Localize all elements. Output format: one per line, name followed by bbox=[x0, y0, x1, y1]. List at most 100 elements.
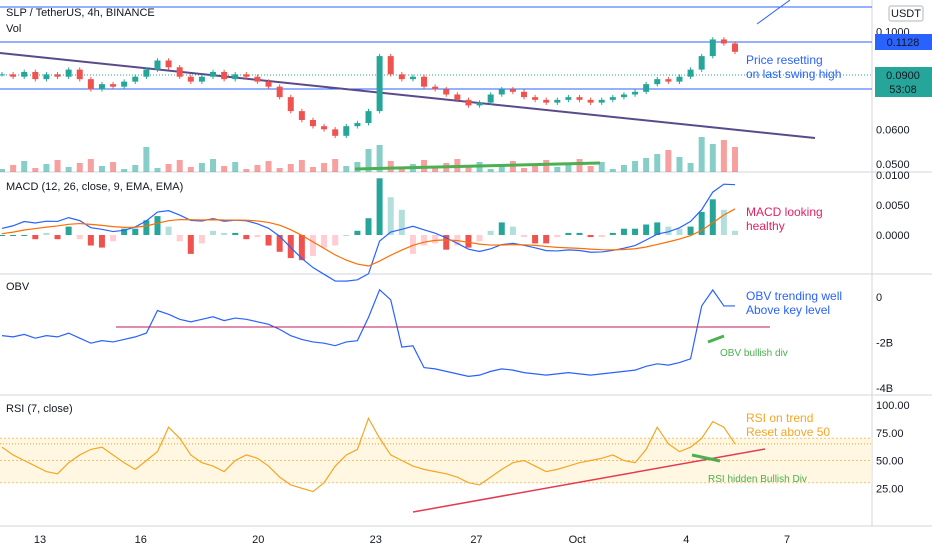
rsi-title: RSI (7, close) bbox=[6, 403, 73, 415]
candle bbox=[10, 74, 17, 77]
volume-bar bbox=[609, 169, 616, 172]
candle bbox=[665, 79, 672, 82]
volume-bar bbox=[398, 168, 405, 172]
volume-bar bbox=[598, 162, 605, 172]
volume-bar bbox=[298, 160, 305, 172]
volume-bar bbox=[110, 162, 117, 172]
volume-bar bbox=[276, 168, 283, 172]
macd-histogram-bar bbox=[265, 235, 272, 246]
macd-histogram-bar bbox=[121, 228, 128, 235]
macd-histogram-bar bbox=[365, 218, 372, 235]
signal-line bbox=[1, 208, 736, 267]
candle bbox=[254, 76, 261, 82]
macd-histogram-bar bbox=[54, 235, 61, 240]
macd-histogram-bar bbox=[32, 235, 39, 240]
macd-histogram-bar bbox=[487, 230, 494, 235]
current-price-badge bbox=[875, 67, 932, 97]
volume-bar bbox=[198, 163, 205, 172]
volume-bar bbox=[98, 166, 105, 172]
volume-bar bbox=[365, 149, 372, 172]
candle bbox=[409, 76, 416, 80]
descending-trendline bbox=[0, 52, 816, 139]
macd-histogram-bar bbox=[643, 224, 650, 235]
macd-histogram-bar bbox=[176, 235, 183, 242]
candle bbox=[365, 111, 372, 124]
bar-countdown: 53:08 bbox=[889, 84, 917, 96]
macd-histogram-bar bbox=[498, 222, 505, 235]
macd-histogram-bar bbox=[698, 211, 705, 235]
candle bbox=[0, 74, 5, 76]
candle bbox=[165, 60, 172, 68]
candle bbox=[276, 86, 283, 98]
time-tick-label: 16 bbox=[135, 534, 147, 546]
macd-histogram-bar bbox=[187, 235, 194, 254]
candle bbox=[332, 129, 339, 136]
candle bbox=[32, 71, 39, 80]
volume-label: Vol bbox=[6, 23, 21, 35]
volume-bar bbox=[154, 168, 161, 172]
candle bbox=[532, 97, 539, 100]
candle bbox=[210, 71, 217, 77]
volume-bar bbox=[665, 150, 672, 172]
rsi-line bbox=[1, 416, 736, 493]
candle bbox=[421, 76, 428, 87]
macd-histogram-bar bbox=[520, 235, 527, 238]
volume-bar bbox=[21, 161, 28, 172]
macd-histogram-bar bbox=[732, 230, 738, 235]
time-tick-label: 20 bbox=[252, 534, 264, 546]
macd-histogram-bar bbox=[376, 178, 383, 235]
rsi-annotation: RSI on trend bbox=[746, 411, 813, 425]
candle bbox=[98, 84, 105, 90]
candle bbox=[121, 81, 128, 87]
macd-histogram-bar bbox=[309, 235, 316, 256]
volume-bar bbox=[632, 161, 639, 172]
rsi-tick-label: 25.00 bbox=[876, 483, 904, 495]
obv-div-label: OBV bullish div bbox=[720, 348, 788, 359]
volume-bar bbox=[165, 164, 172, 172]
volume-bar bbox=[732, 147, 738, 172]
price-annotation: on last swing high bbox=[746, 67, 841, 81]
macd-histogram-bar bbox=[709, 199, 716, 235]
macd-histogram-bar bbox=[210, 230, 217, 235]
volume-bar bbox=[376, 145, 383, 172]
candle bbox=[243, 74, 250, 77]
volume-bar bbox=[321, 163, 328, 172]
macd-histogram-bar bbox=[398, 209, 405, 235]
macd-histogram-bar bbox=[321, 235, 328, 248]
candle bbox=[76, 69, 83, 80]
candle bbox=[43, 74, 50, 80]
rsi-tick-label: 75.00 bbox=[876, 428, 904, 440]
volume-bar bbox=[643, 158, 650, 172]
time-tick-label: 23 bbox=[370, 534, 382, 546]
volume-bar bbox=[709, 144, 716, 172]
macd-histogram-bar bbox=[409, 235, 416, 254]
volume-bar bbox=[387, 161, 394, 172]
macd-histogram-bar bbox=[687, 226, 694, 235]
macd-annotation: healthy bbox=[746, 219, 785, 233]
candle bbox=[676, 76, 683, 82]
candle bbox=[21, 71, 28, 77]
candle bbox=[454, 94, 461, 100]
macd-title: MACD (12, 26, close, 9, EMA, EMA) bbox=[6, 181, 183, 193]
macd-tick-label: 0.0000 bbox=[876, 230, 910, 242]
candle bbox=[187, 76, 194, 82]
macd-histogram-bar bbox=[554, 235, 561, 238]
volume-bar bbox=[432, 167, 439, 172]
rsi-div-label: RSI hidden Bullish Div bbox=[708, 474, 807, 485]
macd-histogram-bar bbox=[10, 235, 17, 236]
volume-bar bbox=[54, 160, 61, 172]
obv-divergence-marker bbox=[707, 334, 725, 344]
price-annotation: Price resetting bbox=[746, 53, 823, 67]
volume-bar bbox=[221, 166, 228, 172]
time-tick-label: 7 bbox=[784, 534, 790, 546]
volume-bar bbox=[87, 159, 94, 172]
macd-histogram-bar bbox=[665, 226, 672, 235]
volume-bar bbox=[332, 159, 339, 172]
macd-histogram-bar bbox=[110, 235, 117, 242]
candle bbox=[65, 69, 72, 77]
currency-badge bbox=[888, 5, 924, 22]
volume-bar bbox=[520, 168, 527, 172]
candle bbox=[720, 39, 727, 44]
candle bbox=[287, 97, 294, 112]
